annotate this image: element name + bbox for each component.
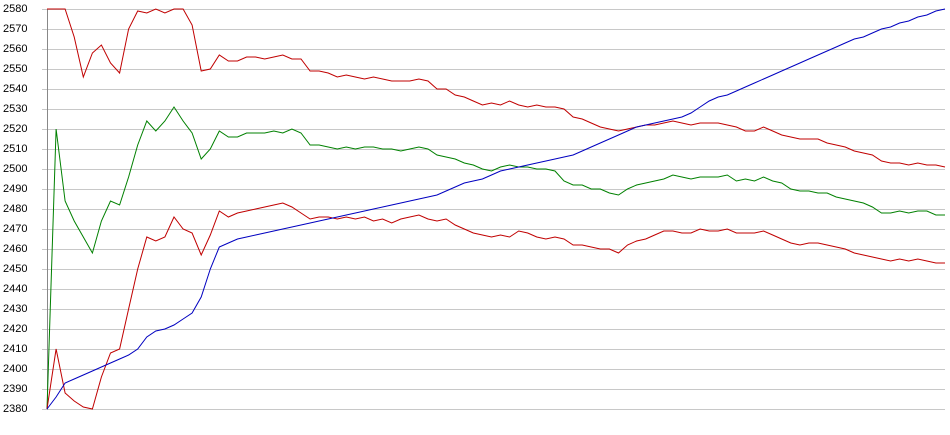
y-tick-label: 2440 xyxy=(3,283,27,295)
y-tick-label: 2480 xyxy=(3,203,27,215)
y-tick-label: 2380 xyxy=(3,403,27,415)
y-tick-label: 2490 xyxy=(3,183,27,195)
y-tick-label: 2530 xyxy=(3,103,27,115)
series-line xyxy=(47,8,946,168)
y-tick-label: 2430 xyxy=(3,303,27,315)
y-tick-label: 2580 xyxy=(3,3,27,15)
y-tick-label: 2540 xyxy=(3,83,27,95)
y-tick-label: 2510 xyxy=(3,143,27,155)
y-tick-label: 2460 xyxy=(3,243,27,255)
y-tick-label: 2520 xyxy=(3,123,27,135)
series-line xyxy=(46,8,946,410)
series-line xyxy=(46,202,945,410)
series-line xyxy=(46,106,945,410)
y-tick-label: 2550 xyxy=(3,63,27,75)
y-tick-label: 2500 xyxy=(3,163,27,175)
y-tick-label: 2560 xyxy=(3,43,27,55)
y-tick-label: 2390 xyxy=(3,383,27,395)
y-tick-label: 2470 xyxy=(3,223,27,235)
y-tick-label: 2570 xyxy=(3,23,27,35)
y-tick-label: 2410 xyxy=(3,343,27,355)
y-tick-label: 2400 xyxy=(3,363,27,375)
y-tick-label: 2450 xyxy=(3,263,27,275)
y-tick-label: 2420 xyxy=(3,323,27,335)
